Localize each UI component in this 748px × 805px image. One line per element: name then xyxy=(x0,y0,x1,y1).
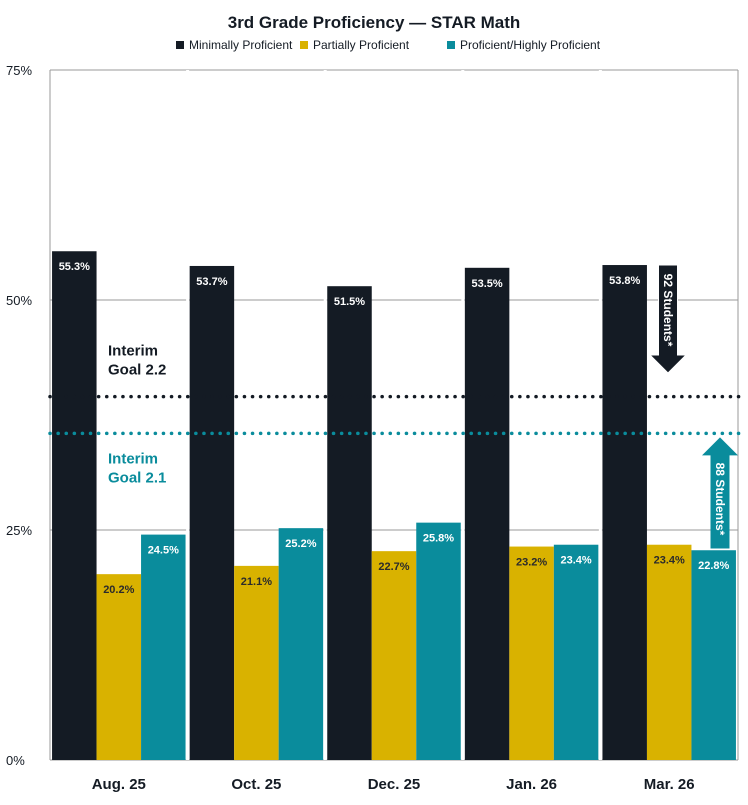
data-label: 23.4% xyxy=(560,555,591,567)
x-tick-label: Mar. 26 xyxy=(644,776,695,793)
x-tick-label: Jan. 26 xyxy=(506,776,557,793)
data-label: 23.2% xyxy=(516,557,547,569)
reference-label: Interim xyxy=(108,450,158,467)
data-label: 25.2% xyxy=(285,538,316,550)
x-axis: Aug. 25 Oct. 25 Dec. 25 Jan. 26 Mar. 26 xyxy=(92,776,695,793)
y-tick-label: 50% xyxy=(6,293,32,308)
annotation-text: 88 Students* xyxy=(713,463,727,536)
bar xyxy=(464,267,510,760)
data-label: 53.7% xyxy=(196,276,227,288)
data-label: 22.8% xyxy=(698,560,729,572)
chart-title: 3rd Grade Proficiency — STAR Math xyxy=(228,13,521,32)
bars: 55.3% 20.2% 24.5% 53.7% 21.1% 25.2% 51.5% 22.7%… xyxy=(52,70,736,761)
reference-label: Interim xyxy=(108,343,158,360)
reference-lines: Interim Goal 2.2 Interim Goal 2.1 xyxy=(48,343,744,486)
bar xyxy=(553,544,599,760)
legend-label: Minimally Proficient xyxy=(189,38,293,52)
legend-swatch xyxy=(300,41,308,49)
annotations: 92 Students* 88 Students* xyxy=(648,264,738,549)
bar xyxy=(327,286,372,760)
bar xyxy=(52,251,97,761)
data-label: 23.4% xyxy=(654,555,685,567)
legend: Minimally Proficient Partially Proficient… xyxy=(176,38,601,52)
reference-label: Goal 2.1 xyxy=(108,469,166,486)
bar xyxy=(602,265,647,760)
data-label: 22.7% xyxy=(378,561,409,573)
annotation-arrow xyxy=(702,437,738,549)
bar xyxy=(691,550,736,760)
data-label: 51.5% xyxy=(334,296,365,308)
bar xyxy=(509,546,554,760)
y-tick-label: 75% xyxy=(6,63,32,78)
x-tick-label: Dec. 25 xyxy=(368,776,421,793)
y-tick-label: 0% xyxy=(6,753,25,768)
bar xyxy=(416,522,461,760)
bar xyxy=(234,565,279,760)
data-label: 55.3% xyxy=(59,261,90,273)
annotation-arrow xyxy=(648,264,688,374)
bar xyxy=(141,534,186,760)
x-tick-label: Aug. 25 xyxy=(92,776,146,793)
data-label: 25.8% xyxy=(423,533,454,545)
data-label: 21.1% xyxy=(241,576,272,588)
bar xyxy=(278,528,324,760)
bar xyxy=(96,574,142,760)
legend-label: Proficient/Highly Proficient xyxy=(460,38,601,52)
legend-swatch xyxy=(447,41,455,49)
bar xyxy=(371,551,417,760)
annotation-text: 92 Students* xyxy=(661,274,675,347)
bar xyxy=(646,544,692,760)
data-label: 53.5% xyxy=(471,278,502,290)
reference-label: Goal 2.2 xyxy=(108,362,166,379)
y-tick-label: 25% xyxy=(6,523,32,538)
data-label: 20.2% xyxy=(103,584,134,596)
data-label: 24.5% xyxy=(148,545,179,557)
bar xyxy=(189,265,235,760)
data-label: 53.8% xyxy=(609,275,640,287)
legend-swatch xyxy=(176,41,184,49)
x-tick-label: Oct. 25 xyxy=(231,776,281,793)
legend-label: Partially Proficient xyxy=(313,38,410,52)
